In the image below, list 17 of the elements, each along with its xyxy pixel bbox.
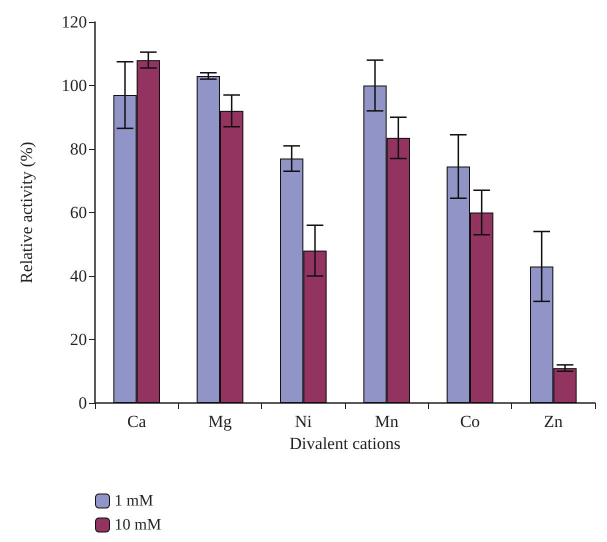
y-axis-title: Relative activity (%): [17, 142, 36, 284]
x-tick-label: Mg: [208, 412, 232, 431]
x-axis-title: Divalent cations: [290, 434, 400, 453]
x-tick-label: Zn: [544, 412, 564, 431]
y-tick-label: 100: [62, 76, 87, 95]
y-tick-label: 60: [70, 203, 87, 222]
legend-label: 10 mM: [114, 516, 162, 534]
legend-label: 1 mM: [114, 492, 154, 510]
x-tick-label: Ni: [294, 412, 312, 431]
y-tick-label: 40: [70, 266, 87, 286]
x-tick-label: Co: [460, 412, 480, 431]
x-tick-label: Ca: [127, 412, 147, 431]
y-tick-label: 80: [70, 140, 87, 158]
x-tick-label: Mn: [374, 412, 399, 431]
y-tick-label: 0: [78, 394, 87, 412]
y-tick-label: 120: [62, 12, 87, 32]
y-tick-label: 20: [70, 330, 87, 349]
